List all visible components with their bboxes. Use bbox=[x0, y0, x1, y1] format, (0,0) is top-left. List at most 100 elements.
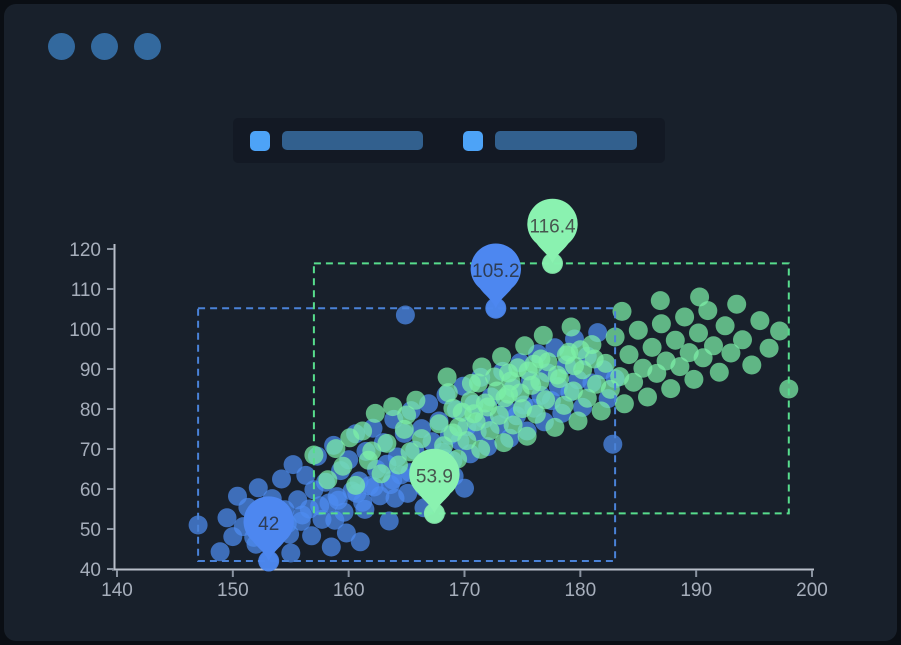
scatter-point[interactable] bbox=[355, 499, 375, 519]
scatter-point[interactable] bbox=[333, 456, 353, 476]
scatter-point[interactable] bbox=[494, 433, 514, 453]
scatter-point[interactable] bbox=[353, 421, 373, 441]
scatter-point[interactable] bbox=[379, 511, 399, 531]
scatter-point[interactable] bbox=[321, 537, 341, 557]
scatter-point[interactable] bbox=[449, 417, 469, 437]
scatter-point[interactable] bbox=[524, 354, 544, 374]
scatter-point[interactable] bbox=[545, 417, 565, 437]
window-control-dot[interactable] bbox=[48, 33, 75, 60]
scatter-point[interactable] bbox=[272, 469, 291, 489]
scatter-point[interactable] bbox=[675, 307, 695, 327]
scatter-point[interactable] bbox=[650, 291, 670, 311]
scatter-point[interactable] bbox=[487, 381, 507, 401]
legend-item-series-green[interactable] bbox=[463, 130, 637, 151]
scatter-point[interactable] bbox=[704, 336, 723, 356]
scatter-chart[interactable]: 140 150 160 170 180 190 200 40 50 60 70 80 90 100 110 1… bbox=[4, 4, 897, 641]
scatter-point[interactable] bbox=[389, 455, 408, 475]
scatter-point[interactable] bbox=[689, 323, 708, 343]
window-control-dot[interactable] bbox=[91, 33, 118, 60]
scatter-point[interactable] bbox=[326, 439, 346, 459]
scatter-point[interactable] bbox=[684, 369, 704, 389]
scatter-point[interactable] bbox=[619, 345, 639, 365]
scatter-point[interactable] bbox=[400, 442, 420, 462]
scatter-point[interactable] bbox=[526, 404, 546, 424]
scatter-point[interactable] bbox=[561, 317, 581, 337]
scatter-point[interactable] bbox=[577, 388, 597, 408]
scatter-point[interactable] bbox=[709, 362, 729, 382]
scatter-point[interactable] bbox=[503, 415, 523, 435]
scatter-point[interactable] bbox=[325, 510, 345, 530]
scatter-point[interactable] bbox=[750, 311, 770, 331]
scatter-point[interactable] bbox=[383, 397, 403, 417]
legend-item-series-blue[interactable] bbox=[250, 130, 423, 151]
scatter-point[interactable] bbox=[554, 395, 574, 415]
series-green-min-pin[interactable]: 53.9 bbox=[409, 448, 460, 524]
scatter-point[interactable] bbox=[533, 325, 553, 345]
scatter-point[interactable] bbox=[642, 337, 662, 357]
scatter-point[interactable] bbox=[296, 465, 316, 485]
scatter-point[interactable] bbox=[570, 340, 590, 360]
scatter-point[interactable] bbox=[302, 526, 322, 546]
scatter-point[interactable] bbox=[517, 426, 537, 446]
scatter-point[interactable] bbox=[365, 403, 385, 423]
scatter-point[interactable] bbox=[584, 349, 604, 369]
scatter-point[interactable] bbox=[614, 394, 634, 414]
scatter-point[interactable] bbox=[591, 401, 611, 421]
scatter-point[interactable] bbox=[460, 391, 480, 411]
scatter-point[interactable] bbox=[638, 387, 657, 407]
scatter-point[interactable] bbox=[292, 505, 312, 525]
scatter-point[interactable] bbox=[471, 439, 491, 459]
scatter-point[interactable] bbox=[346, 475, 366, 495]
scatter-point[interactable] bbox=[468, 373, 488, 393]
scatter-point[interactable] bbox=[336, 523, 356, 543]
scatter-point[interactable] bbox=[742, 355, 762, 375]
scatter-point[interactable] bbox=[437, 367, 457, 387]
scatter-point[interactable] bbox=[603, 434, 623, 454]
series-green-max-pin[interactable]: 116.4 bbox=[527, 198, 578, 274]
scatter-point[interactable] bbox=[394, 419, 414, 439]
series-blue-max-pin[interactable]: 105.2 bbox=[470, 243, 521, 319]
scatter-point[interactable] bbox=[362, 441, 382, 461]
scatter-point[interactable] bbox=[328, 490, 348, 510]
scatter-point[interactable] bbox=[727, 294, 747, 314]
scatter-point[interactable] bbox=[733, 330, 752, 350]
scatter-point[interactable] bbox=[492, 347, 512, 367]
scatter-point[interactable] bbox=[385, 488, 405, 508]
scatter-point[interactable] bbox=[721, 343, 741, 363]
scatter-point[interactable] bbox=[429, 414, 449, 434]
scatter-point[interactable] bbox=[628, 320, 648, 340]
scatter-point[interactable] bbox=[412, 429, 432, 449]
scatter-point[interactable] bbox=[715, 316, 735, 336]
scatter-point[interactable] bbox=[698, 301, 718, 321]
scatter-point[interactable] bbox=[438, 383, 458, 403]
scatter-point[interactable] bbox=[304, 445, 324, 465]
scatter-point[interactable] bbox=[624, 372, 644, 392]
scatter-point[interactable] bbox=[350, 532, 370, 552]
scatter-point[interactable] bbox=[612, 301, 632, 321]
scatter-point[interactable] bbox=[665, 330, 685, 350]
scatter-point[interactable] bbox=[472, 357, 492, 377]
scatter-point[interactable] bbox=[397, 405, 417, 425]
scatter-point[interactable] bbox=[651, 314, 671, 334]
scatter-point[interactable] bbox=[478, 397, 498, 417]
scatter-point[interactable] bbox=[371, 464, 391, 484]
scatter-point[interactable] bbox=[443, 398, 463, 418]
scatter-point[interactable] bbox=[661, 379, 681, 399]
scatter-point[interactable] bbox=[759, 338, 779, 358]
scatter-point[interactable] bbox=[281, 543, 301, 563]
scatter-point[interactable] bbox=[480, 421, 500, 441]
scatter-point[interactable] bbox=[395, 305, 415, 325]
window-control-dot[interactable] bbox=[134, 33, 161, 60]
scatter-point[interactable] bbox=[568, 411, 588, 431]
series-green-points[interactable] bbox=[304, 253, 799, 523]
scatter-point[interactable] bbox=[310, 496, 330, 516]
scatter-point[interactable] bbox=[515, 336, 535, 356]
scatter-point[interactable] bbox=[248, 478, 268, 498]
scatter-point[interactable] bbox=[406, 390, 426, 410]
scatter-point[interactable] bbox=[377, 433, 397, 453]
scatter-point[interactable] bbox=[670, 357, 690, 377]
scatter-point[interactable] bbox=[318, 470, 338, 490]
series-blue-min-pin[interactable]: 42 bbox=[243, 496, 294, 572]
scatter-point[interactable] bbox=[499, 363, 518, 383]
scatter-point[interactable] bbox=[210, 542, 230, 562]
